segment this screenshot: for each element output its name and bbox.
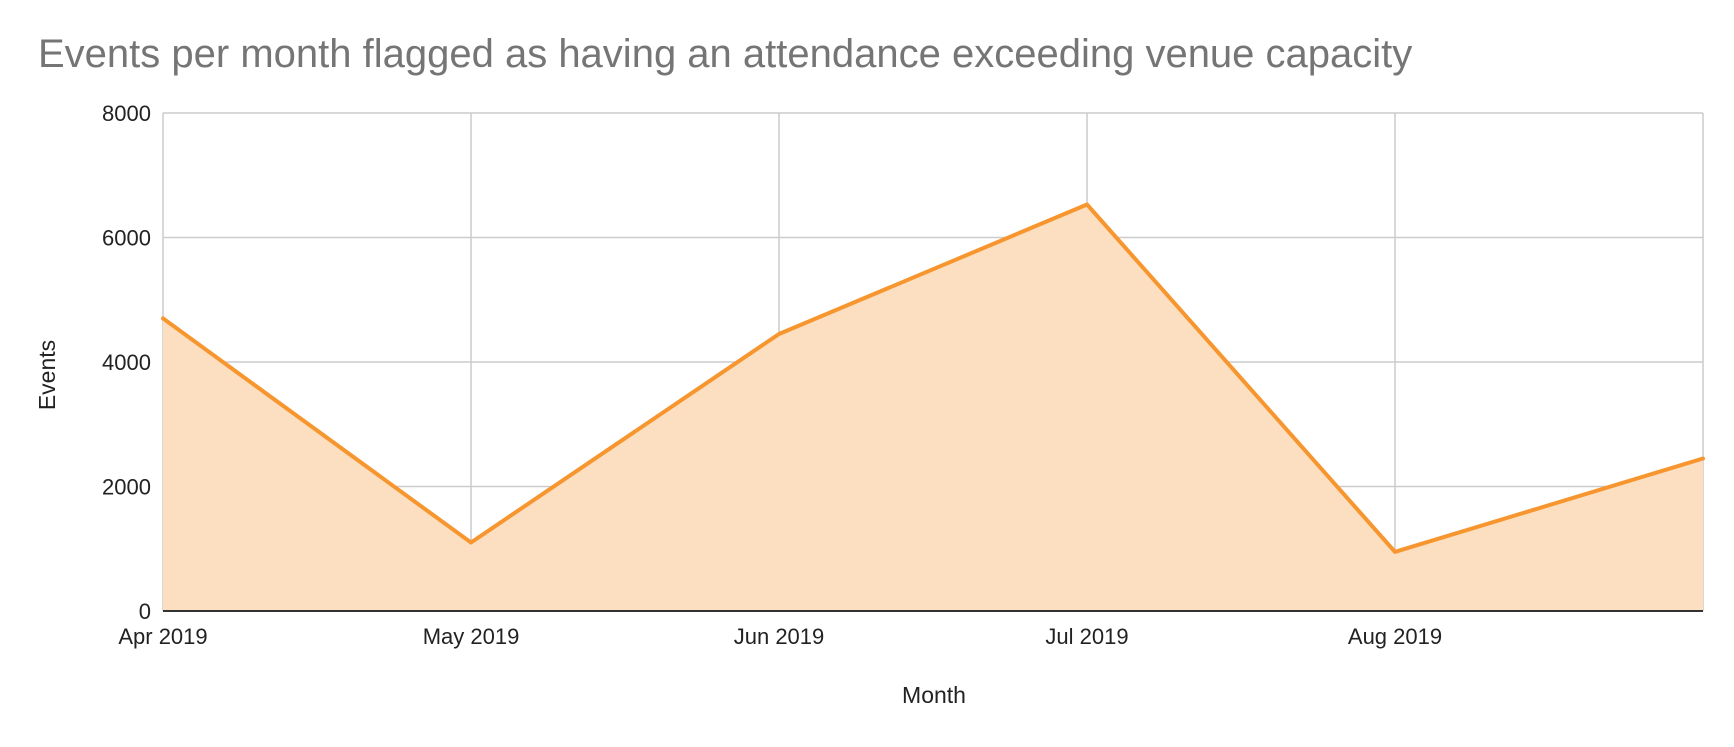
area-fill — [163, 205, 1703, 611]
y-tick-label: 8000 — [102, 101, 151, 126]
x-tick-label: May 2019 — [423, 624, 520, 649]
y-tick-label: 2000 — [102, 475, 151, 500]
chart-title: Events per month flagged as having an at… — [38, 32, 1412, 76]
x-tick-label: Aug 2019 — [1348, 624, 1442, 649]
y-tick-label: 4000 — [102, 350, 151, 375]
y-tick-label: 0 — [139, 599, 151, 624]
y-axis-title: Events — [34, 340, 60, 410]
x-tick-label: Apr 2019 — [118, 624, 207, 649]
area-layer — [163, 204, 1703, 611]
x-axis-title: Month — [902, 682, 966, 708]
x-tick-label: Jun 2019 — [734, 624, 825, 649]
x-tick-label: Jul 2019 — [1045, 624, 1128, 649]
y-tick-label: 6000 — [102, 226, 151, 251]
